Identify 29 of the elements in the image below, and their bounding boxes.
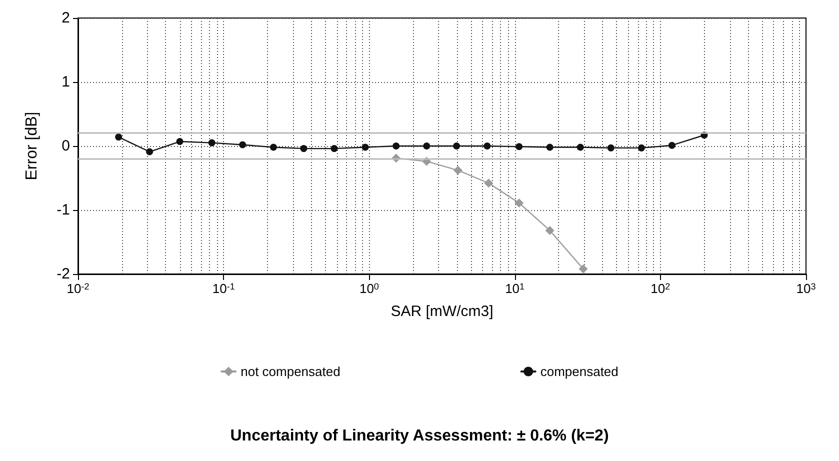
legend-label: not compensated xyxy=(240,364,340,379)
point xyxy=(146,148,154,156)
point xyxy=(516,143,523,150)
point xyxy=(208,139,216,146)
y-tick-label: 0 xyxy=(62,138,70,154)
y-tick-label: -2 xyxy=(56,266,70,282)
point xyxy=(638,144,645,152)
point xyxy=(270,144,277,151)
y-tick-label: 2 xyxy=(62,10,70,26)
x-axis-title: SAR [mW/cm3] xyxy=(390,303,494,320)
point xyxy=(453,142,460,150)
point xyxy=(484,142,491,150)
point xyxy=(176,138,184,146)
point xyxy=(607,144,614,152)
point xyxy=(392,142,400,150)
point xyxy=(546,144,554,151)
y-axis-title: Error [dB] xyxy=(24,112,40,180)
y-tick-label: 1 xyxy=(62,74,70,90)
point xyxy=(423,142,430,150)
point xyxy=(330,145,338,152)
point xyxy=(239,141,246,148)
y-tick-label: -1 xyxy=(56,202,70,218)
legend-label: compensated xyxy=(540,364,618,379)
point xyxy=(115,134,122,141)
text: Uncertainty of Linearity Assessment: ± 0.6% (k=2) xyxy=(230,428,609,444)
point xyxy=(576,144,584,151)
point xyxy=(300,145,308,152)
point xyxy=(362,144,369,151)
point xyxy=(668,142,676,149)
